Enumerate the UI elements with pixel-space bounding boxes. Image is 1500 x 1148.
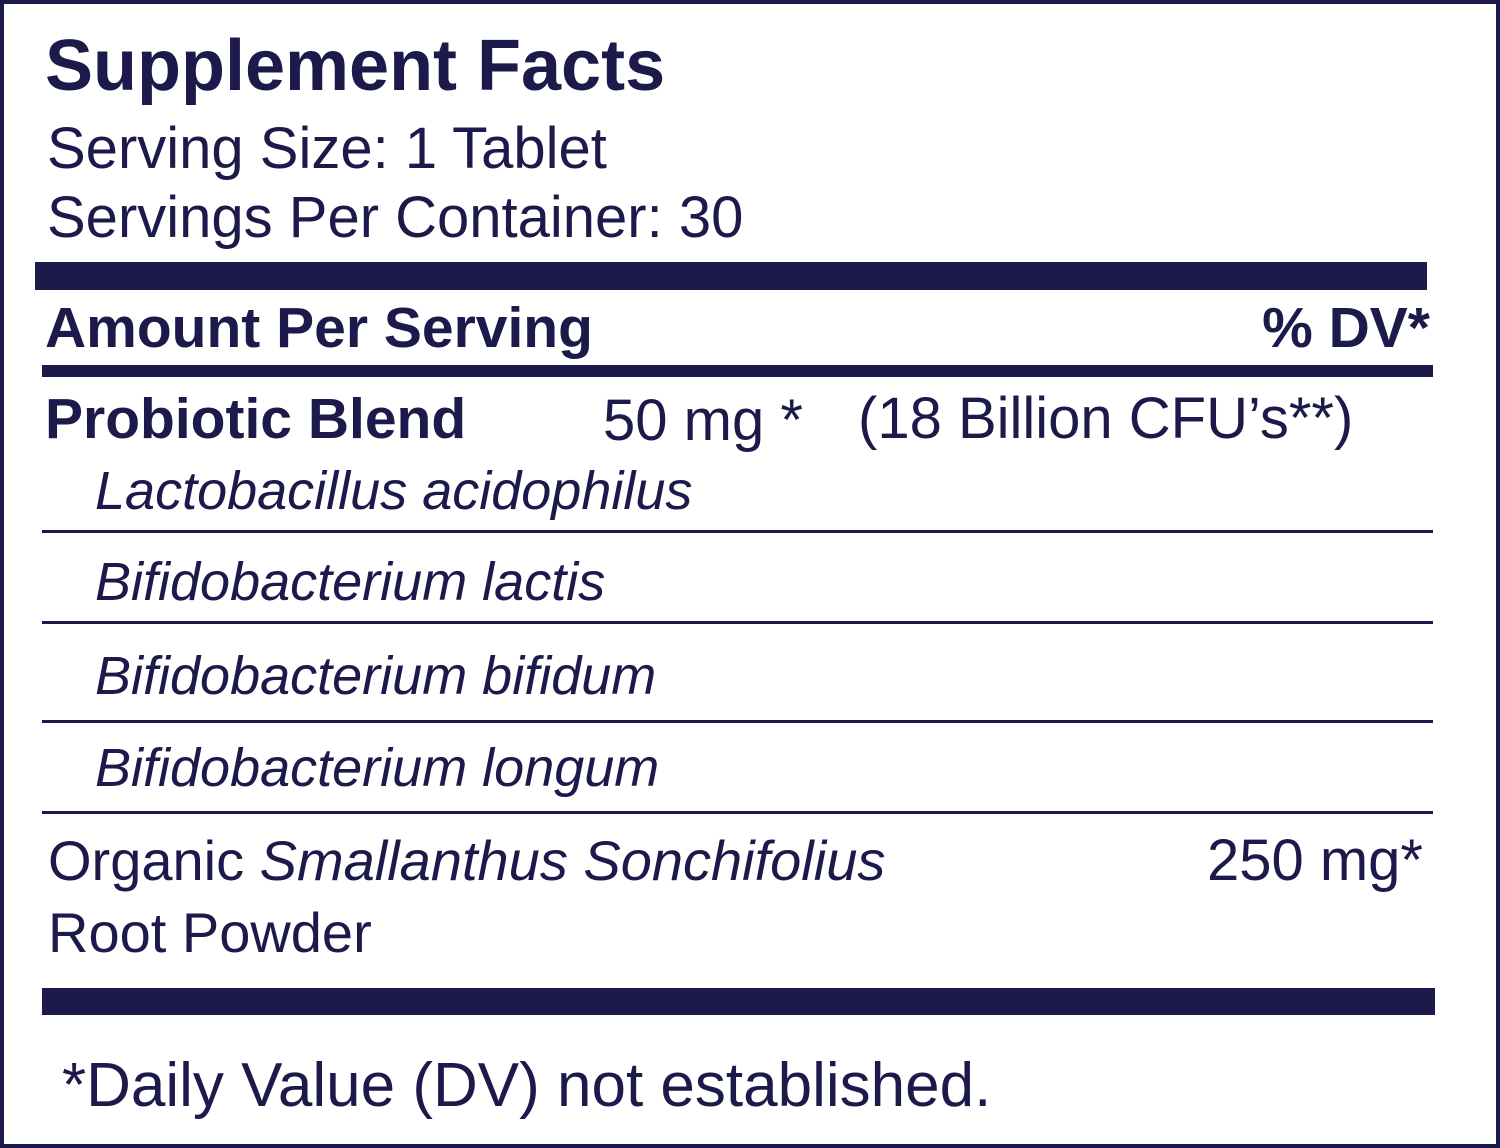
ingredient-prefix: Organic bbox=[48, 829, 244, 892]
ingredient-amount: 50 mg * bbox=[603, 388, 803, 453]
medium-divider bbox=[42, 365, 1433, 377]
component: Bifidobacterium lactis bbox=[95, 552, 605, 612]
thin-divider bbox=[42, 621, 1433, 624]
ingredient-suffix: Root Powder bbox=[48, 901, 372, 964]
component: Bifidobacterium bifidum bbox=[95, 646, 656, 706]
serving-size: Serving Size: 1 Tablet bbox=[47, 116, 607, 181]
ingredient-amount: 250 mg* bbox=[1207, 828, 1423, 893]
thick-divider bbox=[35, 262, 1427, 290]
thin-divider bbox=[42, 530, 1433, 533]
servings-per-container: Servings Per Container: 30 bbox=[47, 185, 743, 250]
component: Bifidobacterium longum bbox=[95, 738, 659, 798]
component: Lactobacillus acidophilus bbox=[95, 461, 692, 521]
thin-divider bbox=[42, 720, 1433, 723]
thin-divider bbox=[42, 811, 1433, 814]
ingredient-note: (18 Billion CFU’s**) bbox=[858, 386, 1353, 451]
ingredient-line: Organic Smallanthus Sonchifolius bbox=[48, 829, 885, 892]
ingredient-name: Probiotic Blend bbox=[45, 387, 466, 451]
column-header: Amount Per Serving bbox=[45, 296, 593, 360]
thick-divider bbox=[42, 988, 1435, 1015]
ingredient-name: Smallanthus Sonchifolius bbox=[260, 829, 886, 892]
title: Supplement Facts bbox=[45, 26, 665, 106]
footnote: *Daily Value (DV) not established. bbox=[62, 1051, 991, 1120]
column-header: % DV* bbox=[1262, 296, 1431, 360]
